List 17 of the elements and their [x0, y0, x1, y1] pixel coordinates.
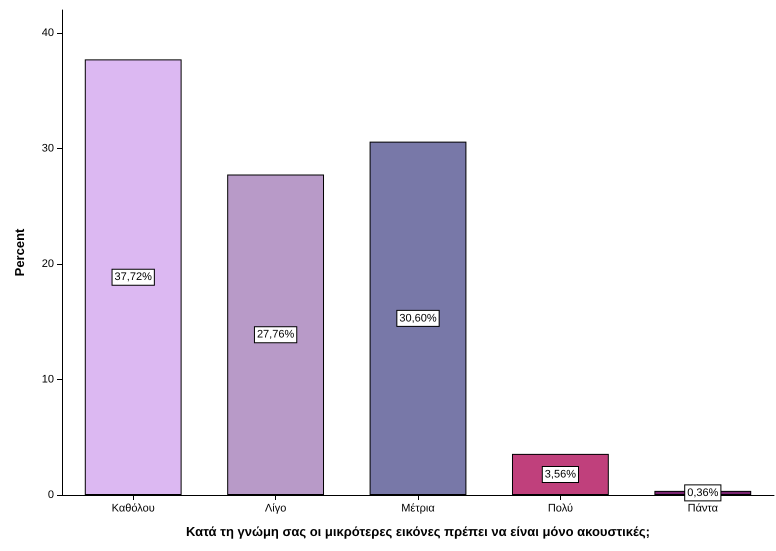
x-tick-label: Πολύ: [548, 502, 573, 514]
y-tick-label: 10: [42, 374, 54, 386]
x-axis-title: Κατά τη γνώμη σας οι μικρότερες εικόνες πρέπει να είναι μόνο ακουστικές;: [186, 524, 650, 539]
y-tick-label: 0: [48, 489, 54, 501]
y-tick-label: 30: [42, 142, 54, 155]
data-label: 30,60%: [399, 312, 437, 324]
data-label: 3,56%: [544, 468, 576, 480]
x-tick-label: Μέτρια: [401, 502, 436, 514]
y-tick-label: 20: [42, 258, 54, 270]
data-label: 0,36%: [687, 486, 719, 499]
y-tick-label: 40: [42, 27, 54, 40]
x-tick-label: Λίγο: [264, 502, 286, 514]
data-label: 37,72%: [114, 271, 152, 284]
y-axis-title: Percent: [12, 228, 27, 276]
x-tick-label: Καθόλου: [112, 502, 155, 514]
data-label: 27,76%: [256, 328, 294, 341]
x-tick-label: Πάντα: [688, 502, 719, 514]
